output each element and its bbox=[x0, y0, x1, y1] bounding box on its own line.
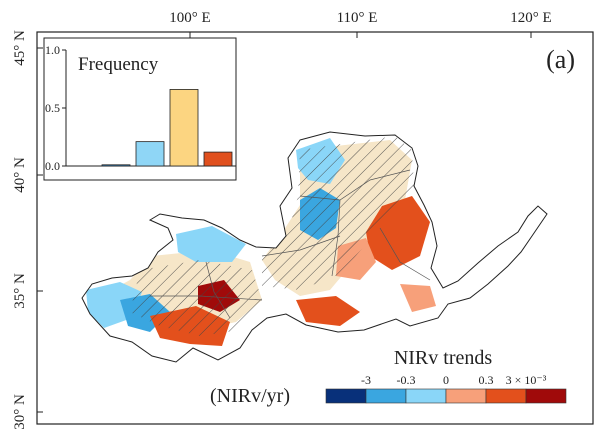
inset-title: Frequency bbox=[78, 54, 159, 75]
lon-label-110: 110° E bbox=[337, 10, 378, 26]
legend-swatches bbox=[325, 388, 567, 404]
legend-swatch-5 bbox=[485, 388, 527, 404]
legend-swatch-3 bbox=[405, 388, 447, 404]
inset-bar-2 bbox=[135, 141, 165, 167]
panel-label: (a) bbox=[546, 45, 575, 74]
inset-bar-4 bbox=[203, 151, 233, 167]
lat-label-45: 45° N bbox=[12, 30, 28, 66]
legend-tick-label: -3 bbox=[361, 373, 371, 387]
subbasin-lines bbox=[150, 169, 431, 319]
hatch-ordos bbox=[262, 136, 414, 290]
frame-ticks bbox=[37, 32, 532, 413]
blue-patch-lanzhou bbox=[176, 226, 246, 262]
yellow-river-basin bbox=[81, 131, 548, 363]
inset-y-ticks: 1.0 0.5 0.0 bbox=[45, 43, 66, 173]
inset-y-tick-label: 0.0 bbox=[45, 159, 60, 173]
lon-label-100: 100° E bbox=[169, 10, 210, 26]
legend: NIRv trends (NIRv/yr) -3 -0.3 0 0.3 3 × 10⁻³ bbox=[210, 347, 567, 407]
lat-label-35: 35° N bbox=[12, 273, 28, 309]
inset-bars bbox=[101, 89, 233, 167]
legend-tick-label: 3 × 10⁻³ bbox=[506, 373, 547, 387]
legend-tick-label: -0.3 bbox=[397, 373, 416, 387]
inset-y-tick-label: 0.5 bbox=[45, 101, 60, 115]
legend-swatch-4 bbox=[445, 388, 487, 404]
frequency-inset: Frequency 1.0 0.5 0.0 bbox=[43, 37, 237, 181]
red-patch-lower bbox=[400, 284, 436, 312]
lon-label-120: 120° E bbox=[510, 10, 551, 26]
inset-bar-3 bbox=[169, 89, 199, 167]
legend-tick-label: 0 bbox=[443, 373, 449, 387]
basin-outline bbox=[81, 131, 548, 363]
inset-bar-1 bbox=[101, 164, 131, 167]
map-frame bbox=[36, 31, 594, 425]
legend-units: (NIRv/yr) bbox=[210, 385, 290, 407]
inset-y-tick-label: 1.0 bbox=[45, 43, 60, 57]
lat-label-40: 40° N bbox=[12, 157, 28, 193]
lat-label-30: 30° N bbox=[12, 394, 28, 430]
legend-ticks: -3 -0.3 0 0.3 3 × 10⁻³ bbox=[361, 373, 547, 387]
legend-tick-label: 0.3 bbox=[479, 373, 494, 387]
legend-title: NIRv trends bbox=[394, 347, 493, 369]
red-patch-wei bbox=[296, 296, 360, 326]
legend-swatch-6 bbox=[525, 388, 567, 404]
legend-swatch-2 bbox=[365, 388, 407, 404]
legend-swatch-1 bbox=[325, 388, 367, 404]
